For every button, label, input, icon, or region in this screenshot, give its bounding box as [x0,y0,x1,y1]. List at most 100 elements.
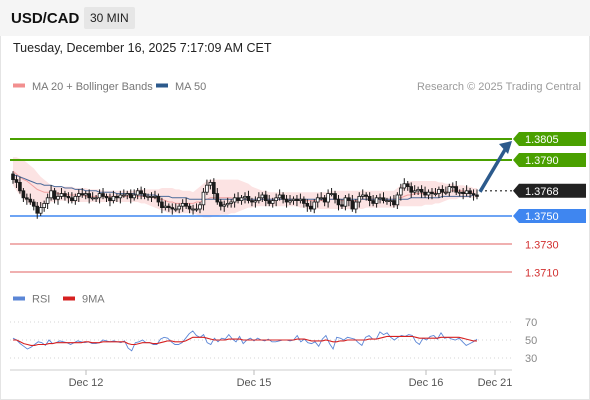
candle-body-108 [385,200,389,203]
candle-body-51 [187,205,192,210]
candle-body-42 [156,195,161,203]
candle-body-50 [184,202,188,207]
candle-body-115 [409,186,414,193]
candle-body-89 [319,197,323,200]
candle-body-19 [76,193,81,197]
candle-body-5 [28,198,33,203]
candle-body-15 [63,193,67,197]
candle-body-30 [115,195,119,199]
candle-body-130 [461,191,465,194]
candle-body-33 [125,193,130,196]
candle-body-22 [87,193,91,199]
candle-body-128 [454,186,459,193]
level-tag-2 [513,183,586,198]
level-tag-0 [513,132,586,146]
candle-body-79 [284,198,289,203]
candle-body-1 [14,179,19,183]
candle-body-101 [360,194,365,197]
candle-body-124 [440,188,445,193]
candle-body-27 [104,195,109,199]
candle-body-104 [371,200,375,204]
candle-body-68 [246,195,251,201]
candle-body-67 [243,195,247,199]
candle-body-73 [263,194,268,201]
candle-body-9 [42,202,46,208]
candle-body-25 [97,193,102,199]
forecast-arrow-line [478,147,508,193]
candle-body-86 [308,205,313,210]
candle-body-34 [128,193,133,199]
timeframe-button[interactable]: 30 MIN [84,7,135,29]
candle-body-87 [312,201,317,210]
candle-body-120 [426,191,431,196]
candle-body-91 [326,193,330,203]
level-label-0: 1.3805 [525,134,559,146]
candle-body-81 [291,198,296,201]
candle-body-72 [260,194,265,199]
credit-label: Research © 2025 Trading Central [417,81,581,93]
candle-body-44 [163,205,168,208]
candle-body-85 [305,202,310,207]
candle-body-32 [122,194,126,197]
rsi-series-0 [12,330,478,352]
candle-body-38 [142,193,147,197]
candle-body-24 [94,197,98,200]
candle-body-45 [167,205,171,208]
candle-body-60 [218,201,223,207]
level-label-1: 1.3790 [525,155,559,167]
candle-body-106 [378,197,382,200]
candle-body-114 [405,183,410,188]
candle-body-105 [374,197,379,204]
level-label-4: 1.3730 [525,240,559,252]
candle-body-66 [239,197,244,202]
candle-body-110 [392,200,396,206]
candle-body-58 [212,181,216,194]
candle-body-90 [322,197,327,203]
rsi-legend-label-0: RSI [32,294,50,306]
level-label-5: 1.3710 [525,268,559,280]
candle-body-35 [132,194,136,199]
candle-body-7 [35,205,40,214]
candle-body-2 [18,181,22,192]
candle-body-94 [336,198,341,206]
candle-body-36 [135,190,140,196]
candle-body-12 [52,190,57,200]
level-label-2: 1.3768 [525,186,559,198]
candle-body-13 [56,195,60,200]
candle-body-69 [250,200,254,203]
candle-body-40 [149,195,154,198]
candle-body-83 [298,198,303,201]
legend-label-1: MA 50 [175,81,206,93]
rsi-tick-label-0: 70 [525,317,537,329]
candle-body-54 [198,204,202,210]
candle-body-56 [205,184,209,193]
candle-body-65 [236,197,240,202]
candle-body-64 [232,197,237,203]
candle-body-74 [267,200,272,204]
candle-body-107 [381,197,386,202]
candle-body-80 [288,200,292,203]
candle-body-52 [191,208,195,211]
candle-body-53 [194,208,199,211]
candle-body-3 [21,190,26,199]
candle-body-111 [395,194,400,206]
level-label-3: 1.3750 [525,211,559,223]
candle-body-126 [447,186,452,193]
candle-body-95 [340,204,344,207]
candle-body-6 [31,201,36,207]
rsi-tick-label-1: 50 [525,335,537,347]
rsi-legend-swatch-1 [63,296,75,301]
candle-body-116 [412,190,417,193]
candle-body-102 [364,194,368,197]
candle-body-41 [153,195,157,198]
candle-body-103 [367,195,372,201]
candle-body-48 [177,205,182,210]
candle-body-63 [229,201,233,204]
candle-body-121 [430,191,434,194]
x-tick-label-2: Dec 16 [409,377,444,389]
candle-body-29 [111,195,116,201]
candle-body-16 [66,195,71,199]
candle-body-59 [215,193,220,203]
candle-body-99 [354,201,358,210]
